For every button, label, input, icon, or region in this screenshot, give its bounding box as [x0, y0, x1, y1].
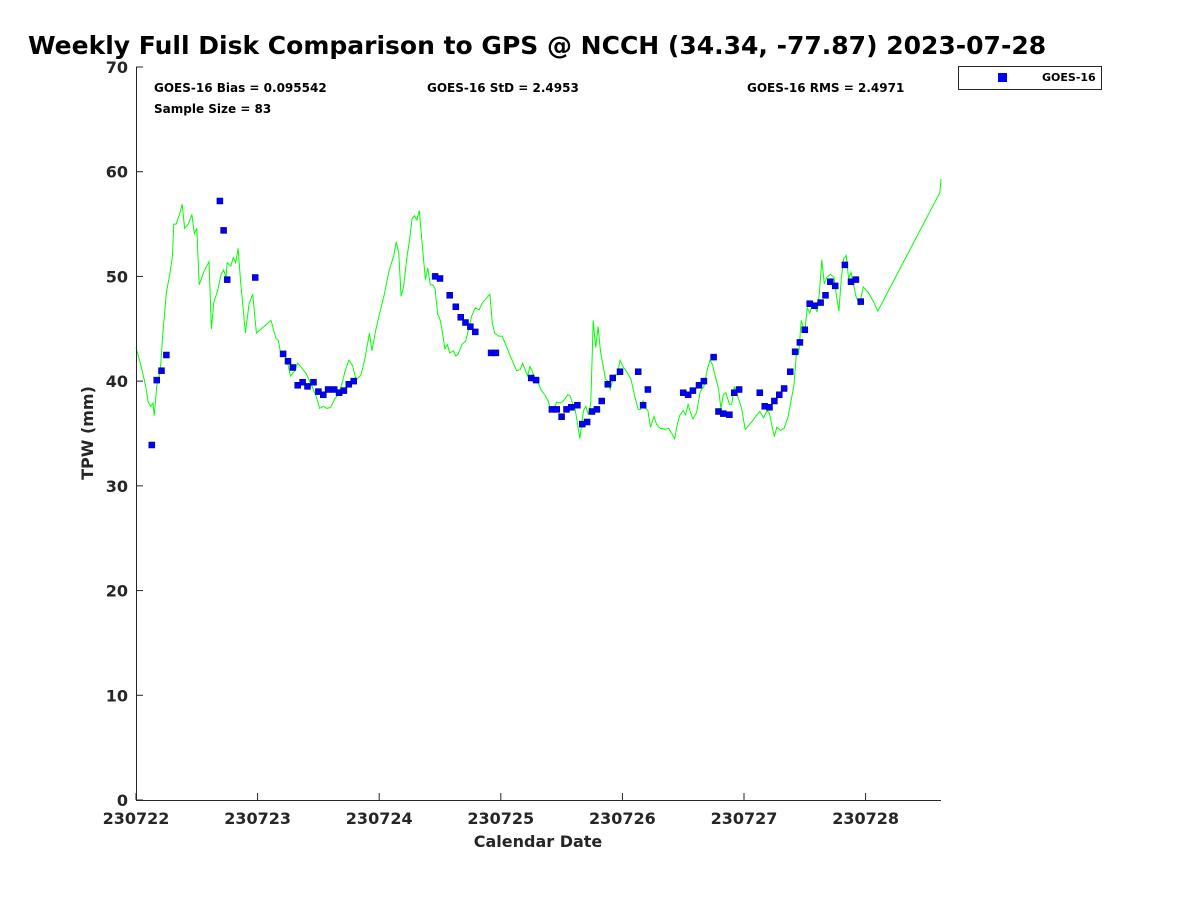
goes16-point: [223, 276, 231, 283]
goes16-point: [216, 197, 224, 205]
goes16-point: [801, 326, 809, 334]
y-tick-label: 40: [106, 372, 128, 391]
goes16-point: [340, 387, 348, 394]
goes16-point: [827, 278, 834, 285]
x-tick-label: 230722: [103, 809, 170, 828]
goes16-point: [791, 348, 799, 356]
y-tick-label: 70: [106, 58, 128, 77]
goes16-point: [695, 382, 703, 389]
goes16-point: [684, 391, 692, 399]
goes16-point: [831, 282, 839, 290]
goes16-point: [158, 367, 165, 374]
goes16-point: [553, 406, 560, 413]
goes16-point: [289, 364, 297, 371]
goes16-point: [616, 368, 624, 375]
sample-size-stat: Sample Size = 83: [154, 102, 271, 116]
axes: 0 10 20 30 40 50 60 70 230722 230723 230724 230725…: [103, 58, 941, 828]
goes16-point: [163, 351, 170, 359]
goes16-point: [857, 298, 864, 305]
goes16-point: [817, 299, 824, 306]
goes16-point: [492, 349, 500, 357]
goes16-point: [279, 350, 287, 358]
goes16-point: [532, 376, 540, 384]
goes16-point: [796, 339, 804, 346]
goes16-point: [472, 328, 479, 336]
x-tick-label: 230726: [589, 809, 656, 828]
goes16-point: [822, 292, 829, 299]
x-tick-label: 230727: [711, 809, 778, 828]
rms-stat: GOES-16 RMS = 2.4971: [747, 81, 904, 95]
goes16-point: [644, 386, 652, 393]
y-axis-label: TPW (mm): [78, 386, 97, 480]
goes16-point: [568, 404, 575, 411]
goes16-point: [593, 406, 601, 413]
goes16-point: [771, 397, 778, 405]
x-tick-label: 230728: [832, 809, 899, 828]
legend: GOES-16: [958, 66, 1102, 90]
goes16-point: [350, 377, 357, 385]
x-axis-label: Calendar Date: [474, 832, 603, 851]
goes16-point: [452, 303, 460, 311]
gps-series-line: [135, 178, 942, 441]
goes16-point: [558, 413, 565, 420]
goes16-point: [756, 389, 764, 396]
y-tick-label: 10: [106, 686, 128, 705]
y-tick-label: 0: [117, 791, 128, 810]
goes16-point: [220, 227, 227, 234]
legend-label: GOES-16: [1042, 71, 1096, 84]
goes16-point: [639, 401, 647, 409]
y-tick-label: 60: [106, 163, 128, 182]
plot-area: [135, 178, 942, 449]
goes16-point: [780, 385, 788, 392]
goes16-point: [310, 378, 317, 386]
goes16-point: [604, 381, 612, 388]
goes16-point: [786, 368, 794, 375]
goes16-point: [436, 275, 444, 282]
y-tick-label: 20: [106, 582, 128, 601]
goes16-point: [299, 378, 306, 386]
x-tick-label: 230724: [346, 809, 413, 828]
goes16-point: [700, 377, 708, 385]
y-tick-label: 50: [106, 267, 128, 286]
goes16-point: [710, 353, 717, 361]
goes16-point: [720, 410, 727, 417]
goes16-point: [304, 383, 311, 390]
goes16-point: [766, 404, 773, 411]
goes16-point: [776, 391, 783, 399]
goes16-point: [598, 397, 605, 405]
goes16-point: [634, 368, 642, 375]
goes16-point: [457, 314, 464, 321]
goes16-point: [811, 302, 818, 309]
goes16-point: [153, 376, 160, 384]
goes16-point: [841, 261, 849, 269]
legend-box: [958, 66, 1102, 90]
goes16-point: [609, 374, 616, 382]
goes16-point: [320, 391, 327, 399]
goes16-point: [284, 357, 292, 365]
goes16-point: [726, 411, 733, 418]
goes16-point: [574, 401, 581, 409]
goes16-point: [735, 386, 743, 393]
goes16-point: [251, 274, 259, 281]
goes16-point: [462, 319, 469, 326]
legend-marker: [998, 73, 1007, 82]
bias-stat: GOES-16 Bias = 0.095542: [154, 81, 327, 95]
std-stat: GOES-16 StD = 2.4953: [427, 81, 579, 95]
goes16-point: [583, 418, 591, 426]
y-axis-ticks: 0 10 20 30 40 50 60 70: [106, 58, 143, 810]
goes16-point: [446, 292, 453, 299]
goes16-point: [689, 387, 697, 394]
x-tick-label: 230723: [224, 809, 291, 828]
goes16-point: [148, 441, 156, 449]
x-axis-ticks: 230722 230723 230724 230725 230726 230727 2307…: [103, 793, 899, 828]
goes16-point: [324, 386, 332, 393]
goes16-points: [148, 197, 864, 449]
x-tick-label: 230725: [467, 809, 534, 828]
goes16-point: [467, 323, 474, 330]
y-tick-label: 30: [106, 477, 128, 496]
goes16-point: [852, 276, 860, 283]
chart-title: Weekly Full Disk Comparison to GPS @ NCC…: [28, 31, 1046, 60]
